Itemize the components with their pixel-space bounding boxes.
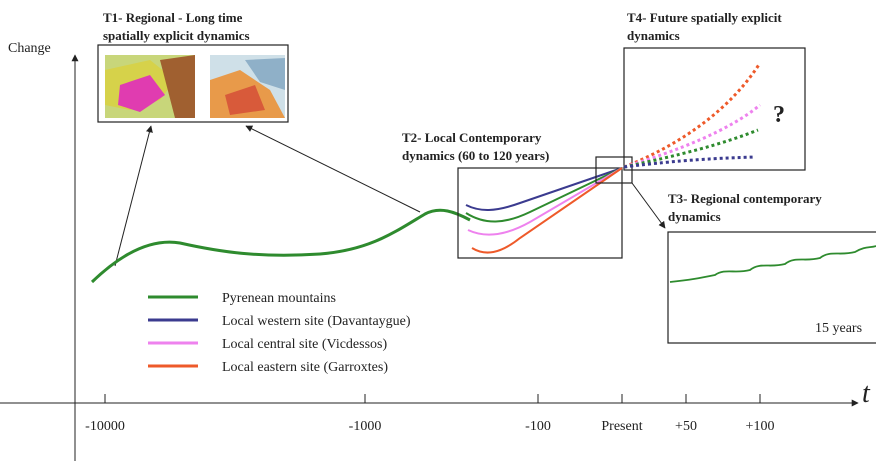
- tick-label: +100: [746, 419, 775, 434]
- tick-label: -10000: [85, 419, 125, 434]
- panel-title: dynamics: [668, 209, 721, 224]
- legend-label: Local eastern site (Garroxtes): [222, 360, 388, 375]
- ticks: -10000 -1000 -100 Present +50 +100: [85, 394, 774, 434]
- arrow: [246, 126, 420, 212]
- panel-title: dynamics (60 to 120 years): [402, 148, 549, 163]
- curve: [92, 210, 470, 282]
- tick-label: Present: [601, 419, 642, 434]
- curve: [670, 246, 876, 282]
- tick-label: -1000: [349, 419, 382, 434]
- legend-label: Local central site (Vicdessos): [222, 337, 387, 352]
- note: 15 years: [815, 321, 862, 336]
- legend-label: Pyrenean mountains: [222, 291, 336, 306]
- legend-label: Local western site (Davantaygue): [222, 314, 411, 329]
- map-image: [105, 55, 285, 118]
- diagram: Change t -10000 -1000 -100 Present +50 +100 T…: [0, 0, 876, 461]
- panel-title: T3- Regional contemporary: [668, 191, 822, 206]
- arrow: [632, 183, 665, 228]
- tick-label: -100: [525, 419, 551, 434]
- projections: [624, 63, 760, 167]
- tick-label: +50: [675, 419, 697, 434]
- panel-title: spatially explicit dynamics: [103, 28, 250, 43]
- x-label: t: [862, 378, 871, 409]
- panel-title: T4- Future spatially explicit: [627, 10, 782, 25]
- panel-title: T2- Local Contemporary: [402, 130, 542, 145]
- y-label: Change: [8, 41, 51, 56]
- panel-title: dynamics: [627, 28, 680, 43]
- question-mark: ?: [773, 102, 785, 128]
- panel-title: T1- Regional - Long time: [103, 10, 243, 25]
- legend: Pyrenean mountains Local western site (Da…: [148, 291, 411, 375]
- curve: [466, 168, 622, 210]
